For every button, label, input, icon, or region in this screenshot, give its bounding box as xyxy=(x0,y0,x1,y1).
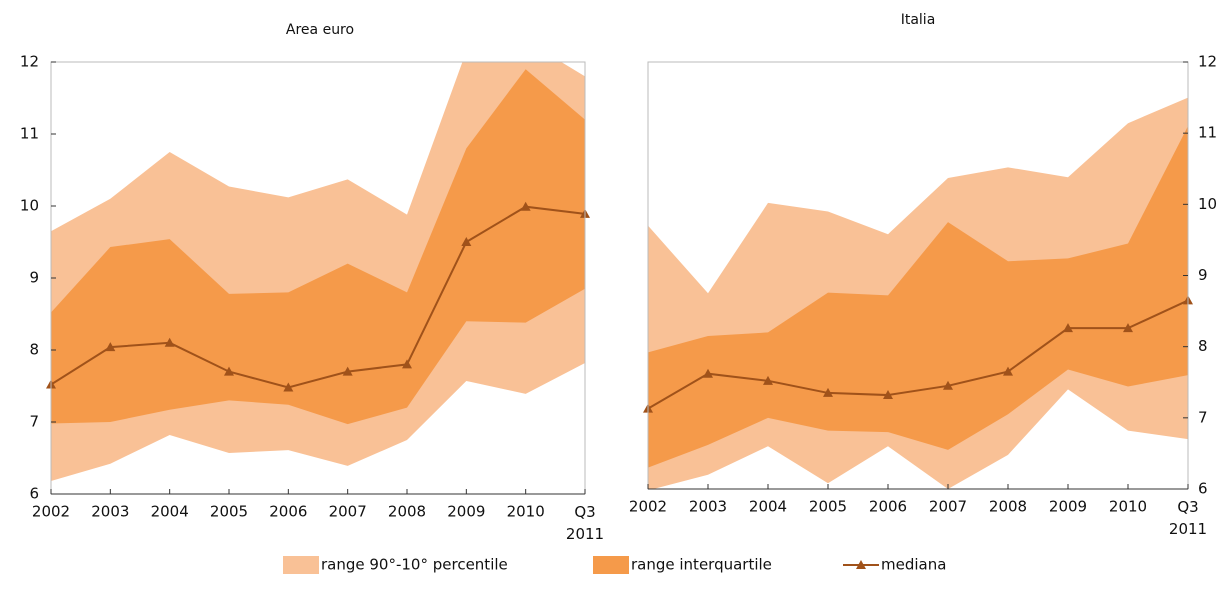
median-marker xyxy=(943,380,953,390)
x-tick-label: 2002 xyxy=(629,498,667,516)
y-tick-label: 11 xyxy=(20,125,39,143)
y-tick-label: 11 xyxy=(1198,124,1217,142)
median-marker xyxy=(461,237,472,246)
legend-marker xyxy=(856,560,866,569)
median-marker xyxy=(520,201,531,211)
band xyxy=(648,126,1188,468)
median-marker xyxy=(105,342,116,352)
x-tick-label: 2009 xyxy=(447,503,485,521)
y-tick-label: 6 xyxy=(1198,480,1208,498)
x-tick-label-line: Q3 xyxy=(1177,498,1198,516)
x-tick-label: 2010 xyxy=(507,503,545,521)
median-marker xyxy=(883,390,893,400)
median-marker xyxy=(1003,366,1013,376)
x-tick-label-line: 2011 xyxy=(1169,520,1207,538)
plot xyxy=(51,62,585,482)
chart-title: Italia xyxy=(901,12,936,28)
x-tick-label: 2007 xyxy=(929,498,967,516)
x-tick-label: Q3 2011 xyxy=(1169,498,1207,538)
y-tick-label: 6 xyxy=(29,485,39,503)
median-marker xyxy=(703,368,713,378)
y-tick-label: 8 xyxy=(29,341,39,359)
median-marker xyxy=(1123,323,1133,333)
legend-swatch xyxy=(593,556,629,574)
median-marker xyxy=(402,359,412,369)
median-marker xyxy=(763,375,773,385)
chart-title: Area euro xyxy=(286,22,354,38)
y-tick-label: 10 xyxy=(1198,195,1217,213)
legend-label: mediana xyxy=(881,556,946,574)
x-tick-label: 2005 xyxy=(210,503,248,521)
median-marker xyxy=(283,382,294,392)
x-tick-label: 2006 xyxy=(869,498,907,516)
plot xyxy=(648,97,1188,489)
y-tick-label: 7 xyxy=(29,413,39,431)
x-tick-label: 2003 xyxy=(689,498,727,516)
median-marker xyxy=(1063,323,1073,333)
x-tick-label: 2008 xyxy=(388,503,426,521)
median-marker xyxy=(224,366,234,376)
median-marker xyxy=(164,337,175,347)
x-tick-label: Q3 2011 xyxy=(566,503,604,543)
y-tick-label: 12 xyxy=(20,53,39,71)
median-marker xyxy=(823,387,833,397)
y-tick-label: 12 xyxy=(1198,53,1217,71)
x-tick-label: 2007 xyxy=(329,503,367,521)
x-tick-label: 2005 xyxy=(809,498,847,516)
x-tick-label: 2002 xyxy=(32,503,70,521)
x-tick-label: 2009 xyxy=(1049,498,1087,516)
x-tick-label: 2010 xyxy=(1109,498,1147,516)
legend-swatch xyxy=(283,556,319,574)
y-tick-label: 10 xyxy=(20,197,39,215)
y-tick-label: 9 xyxy=(29,269,39,287)
x-tick-label-line: 2011 xyxy=(566,525,604,543)
x-tick-label: 2004 xyxy=(749,498,787,516)
x-tick-label-line: Q3 xyxy=(574,503,595,521)
legend-label: range 90°-10° percentile xyxy=(321,556,508,574)
legend-label: range interquartile xyxy=(631,556,772,574)
y-tick-label: 8 xyxy=(1198,337,1208,355)
x-tick-label: 2008 xyxy=(989,498,1027,516)
median-line xyxy=(647,299,1189,410)
median-marker xyxy=(342,366,353,376)
x-tick-label: 2006 xyxy=(269,503,307,521)
x-tick-label: 2004 xyxy=(151,503,189,521)
y-tick-label: 9 xyxy=(1198,266,1208,284)
median-line xyxy=(50,205,586,389)
x-tick-label: 2003 xyxy=(91,503,129,521)
y-tick-label: 7 xyxy=(1198,408,1208,426)
band xyxy=(51,69,585,425)
